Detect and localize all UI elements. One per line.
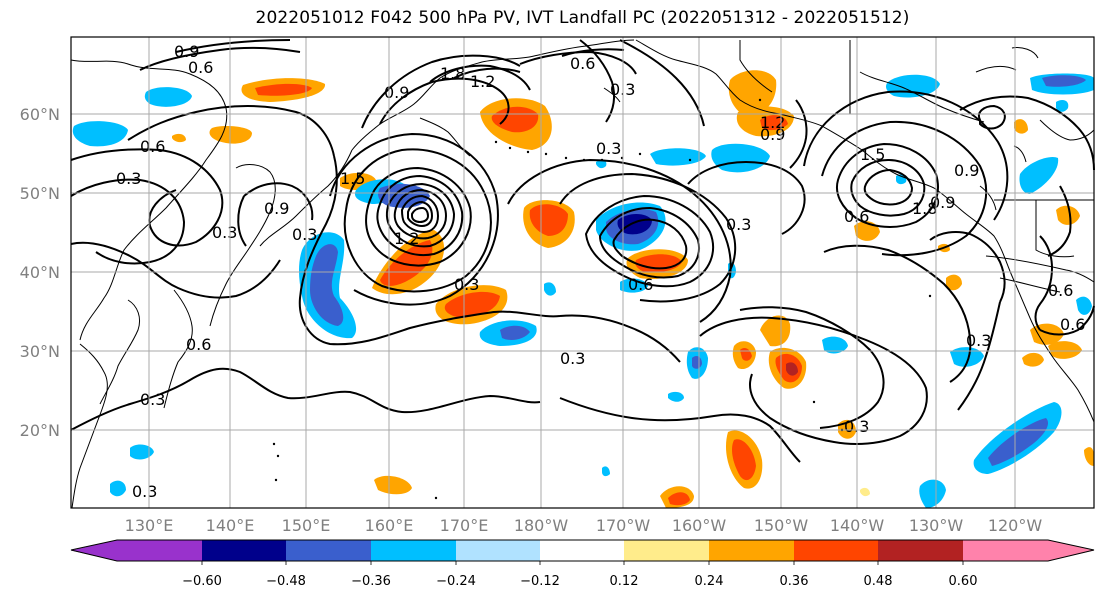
- lat-label: 50°N: [20, 184, 60, 203]
- colorbar-extend-max: [1048, 540, 1094, 561]
- contour-label: 0.6: [188, 58, 213, 77]
- colorbar-tick-label: −0.48: [266, 574, 306, 589]
- negative-anomaly-shading: [72, 73, 1094, 508]
- colorbar-cell: [202, 540, 286, 561]
- colorbar-cell: [624, 540, 709, 561]
- pv-contours: [70, 39, 1095, 463]
- colorbar-tick-label: 0.48: [864, 574, 893, 589]
- contour-label: 0.6: [1048, 281, 1073, 300]
- contour-label: 1.2: [394, 229, 419, 248]
- contour-label: 1.5: [860, 145, 885, 164]
- colorbar-cell: [286, 540, 371, 561]
- colorbar-tick-label: 0.60: [949, 574, 978, 589]
- lon-label: 160°E: [365, 516, 414, 535]
- contour-label: 1.5: [340, 169, 365, 188]
- colorbar-tick-labels: −0.60 −0.48 −0.36 −0.24 −0.12 0.12 0.24 …: [182, 574, 977, 589]
- lat-label: 60°N: [20, 105, 60, 124]
- contour-label: 0.9: [174, 42, 199, 61]
- colorbar-tick-label: 0.36: [780, 574, 809, 589]
- lon-label: 120°W: [988, 516, 1043, 535]
- contour-label: 0.9: [760, 125, 785, 144]
- colorbar-tick-label: −0.60: [182, 574, 222, 589]
- lon-label: 150°W: [754, 516, 809, 535]
- colorbar-cells: [71, 540, 1094, 561]
- contour-label: 1.2: [470, 72, 495, 91]
- map-title: 2022051012 F042 500 hPa PV, IVT Landfall…: [255, 8, 910, 28]
- lon-label: 130°E: [125, 516, 174, 535]
- contour-label: 1.2: [760, 113, 785, 132]
- colorbar-cell: [540, 540, 624, 561]
- latitude-labels: 60°N 50°N 40°N 30°N 20°N: [20, 105, 60, 440]
- colorbar-cell: [371, 540, 456, 561]
- colorbar-cell: [878, 540, 963, 561]
- contour-label: 1.8: [912, 199, 937, 218]
- contour-label: 0.3: [212, 223, 237, 242]
- contour-label: 0.3: [560, 349, 585, 368]
- lon-label: 150°E: [282, 516, 331, 535]
- colorbar-cell: [117, 540, 202, 561]
- lon-label: 180°W: [514, 516, 569, 535]
- map-panel: 0.9 0.6 1.8 1.2 0.3 0.6 1.5 0.9 0.3 0.9 …: [70, 36, 1095, 509]
- contour-label: 0.6: [140, 137, 165, 156]
- contour-label: 0.3: [966, 331, 991, 350]
- contour-label: 0.3: [292, 225, 317, 244]
- colorbar-cell: [963, 540, 1048, 561]
- contour-label: 0.3: [454, 275, 479, 294]
- colorbar-tick-label: −0.36: [351, 574, 391, 589]
- contour-label: 0.6: [628, 275, 653, 294]
- contour-label: 0.6: [570, 54, 595, 73]
- contour-label: 0.3: [140, 390, 165, 409]
- lon-label: 130°W: [909, 516, 964, 535]
- contour-label: 0.3: [726, 215, 751, 234]
- colorbar: −0.60 −0.48 −0.36 −0.24 −0.12 0.12 0.24 …: [70, 539, 1095, 589]
- colorbar-cell: [456, 540, 540, 561]
- colorbar-cell: [709, 540, 794, 561]
- lon-label: 160°W: [672, 516, 727, 535]
- contour-label: 0.9: [264, 199, 289, 218]
- lon-label: 170°E: [440, 516, 489, 535]
- colorbar-cell: [794, 540, 878, 561]
- gridlines: [71, 37, 1094, 508]
- colorbar-tick-label: −0.24: [436, 574, 476, 589]
- islands: [272, 98, 932, 500]
- lon-label: 140°E: [206, 516, 255, 535]
- lon-label: 170°W: [596, 516, 651, 535]
- contour-label: 0.3: [116, 169, 141, 188]
- contour-label: 1.8: [440, 64, 465, 83]
- longitude-labels: 130°E 140°E 150°E 160°E 170°E 180°W 170°…: [125, 516, 1043, 535]
- lat-label: 20°N: [20, 421, 60, 440]
- colorbar-tick-label: 0.12: [610, 574, 639, 589]
- lon-label: 140°W: [830, 516, 885, 535]
- lat-label: 40°N: [20, 263, 60, 282]
- contour-label: 0.9: [954, 161, 979, 180]
- positive-anomaly-shading: [172, 70, 1094, 508]
- contour-label: 0.3: [596, 139, 621, 158]
- contour-label: 0.6: [186, 335, 211, 354]
- colorbar-extend-min: [71, 540, 117, 561]
- contour-label: 0.3: [132, 482, 157, 501]
- contour-label: 0.9: [384, 83, 409, 102]
- colorbar-tick-label: −0.12: [520, 574, 560, 589]
- colorbar-tick-label: 0.24: [695, 574, 724, 589]
- lat-label: 30°N: [20, 342, 60, 361]
- coastlines: [70, 39, 1095, 509]
- contour-label: 0.6: [1060, 315, 1085, 334]
